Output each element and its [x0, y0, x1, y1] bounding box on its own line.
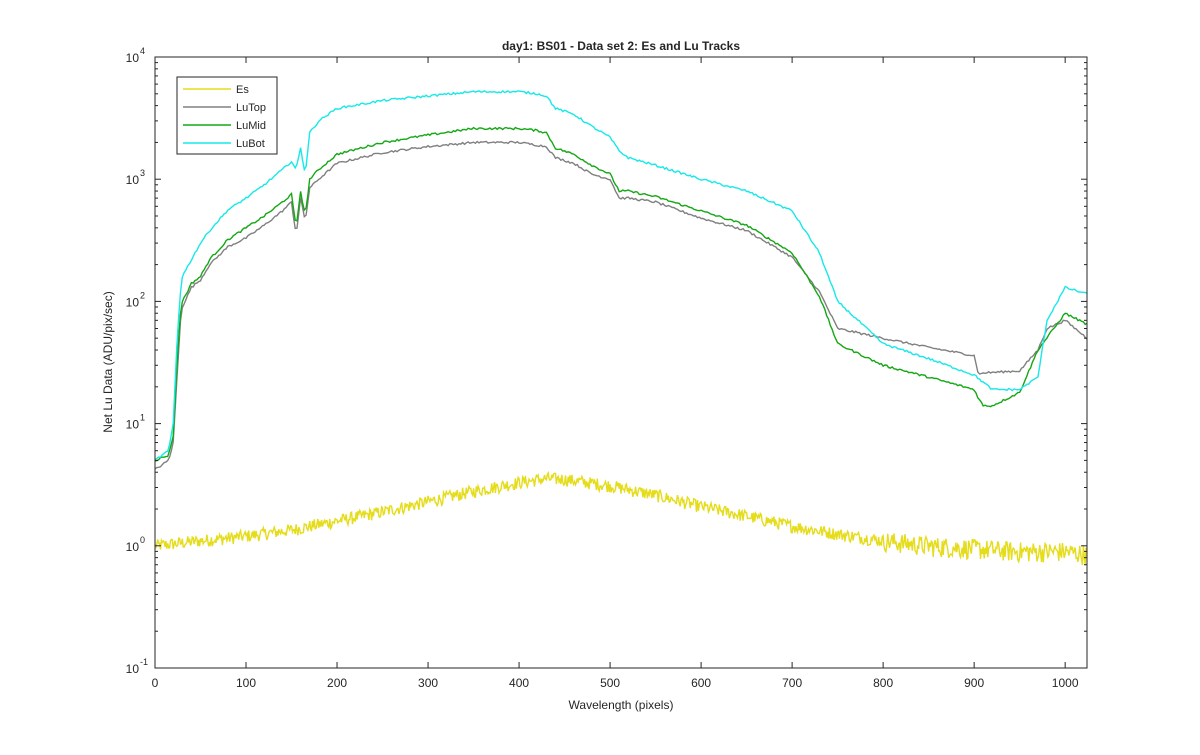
- legend-label-lubot: LuBot: [236, 138, 265, 150]
- legend: Es LuTop LuMid LuBot: [176, 76, 278, 155]
- x-tick-label: 400: [509, 676, 529, 690]
- x-tick-label: 800: [873, 676, 893, 690]
- legend-label-lutop: LuTop: [236, 102, 266, 114]
- x-tick-label: 1000: [1052, 676, 1079, 690]
- series-line-lubot: [154, 89, 1088, 461]
- y-tick-exponent: -1: [140, 657, 148, 667]
- series-line-lumid: [154, 126, 1088, 462]
- chart-title: day1: BS01 - Data set 2: Es and Lu Track…: [502, 39, 740, 53]
- series-line-lutop: [154, 140, 1088, 470]
- ticks-layer: [154, 56, 1087, 669]
- legend-label-lumid: LuMid: [236, 120, 266, 132]
- legend-label-es: Es: [236, 84, 249, 96]
- y-tick-exponent: 3: [140, 168, 145, 178]
- x-tick-label: 0: [152, 676, 159, 690]
- y-tick-exponent: 1: [140, 413, 145, 423]
- y-tick-label: 10 4: [126, 46, 145, 65]
- y-tick-label: 10 3: [126, 168, 145, 187]
- y-tick-exponent: 4: [140, 46, 145, 56]
- x-axis-label: Wavelength (pixels): [569, 698, 674, 712]
- series-line-es: [154, 470, 1088, 566]
- y-tick-label: 10 1: [126, 413, 145, 432]
- legend-box: [176, 76, 278, 155]
- y-tick-label: 10 0: [126, 535, 145, 554]
- y-tick-base: 10: [126, 662, 140, 676]
- series-layer: [154, 89, 1088, 566]
- x-tick-label: 900: [964, 676, 984, 690]
- y-tick-base: 10: [126, 295, 140, 309]
- y-tick-base: 10: [126, 418, 140, 432]
- axes-box: [154, 56, 1088, 669]
- y-tick-label: 10 -1: [126, 657, 148, 676]
- x-tick-label: 700: [782, 676, 802, 690]
- y-tick-base: 10: [126, 51, 140, 65]
- y-tick-base: 10: [126, 540, 140, 554]
- plot-area: [155, 57, 1087, 668]
- x-tick-label: 500: [600, 676, 620, 690]
- y-tick-exponent: 0: [140, 535, 145, 545]
- y-tick-label: 10 2: [126, 290, 145, 309]
- x-tick-label: 200: [327, 676, 347, 690]
- x-tick-label: 600: [691, 676, 711, 690]
- y-tick-base: 10: [126, 173, 140, 187]
- x-tick-labels: 0 100 200 300 400 500 600 700 800 900 1000: [152, 676, 1079, 690]
- y-axis-label: Net Lu Data (ADU/pix/sec): [101, 291, 115, 432]
- x-tick-label: 300: [418, 676, 438, 690]
- x-tick-label: 100: [236, 676, 256, 690]
- y-tick-exponent: 2: [140, 290, 145, 300]
